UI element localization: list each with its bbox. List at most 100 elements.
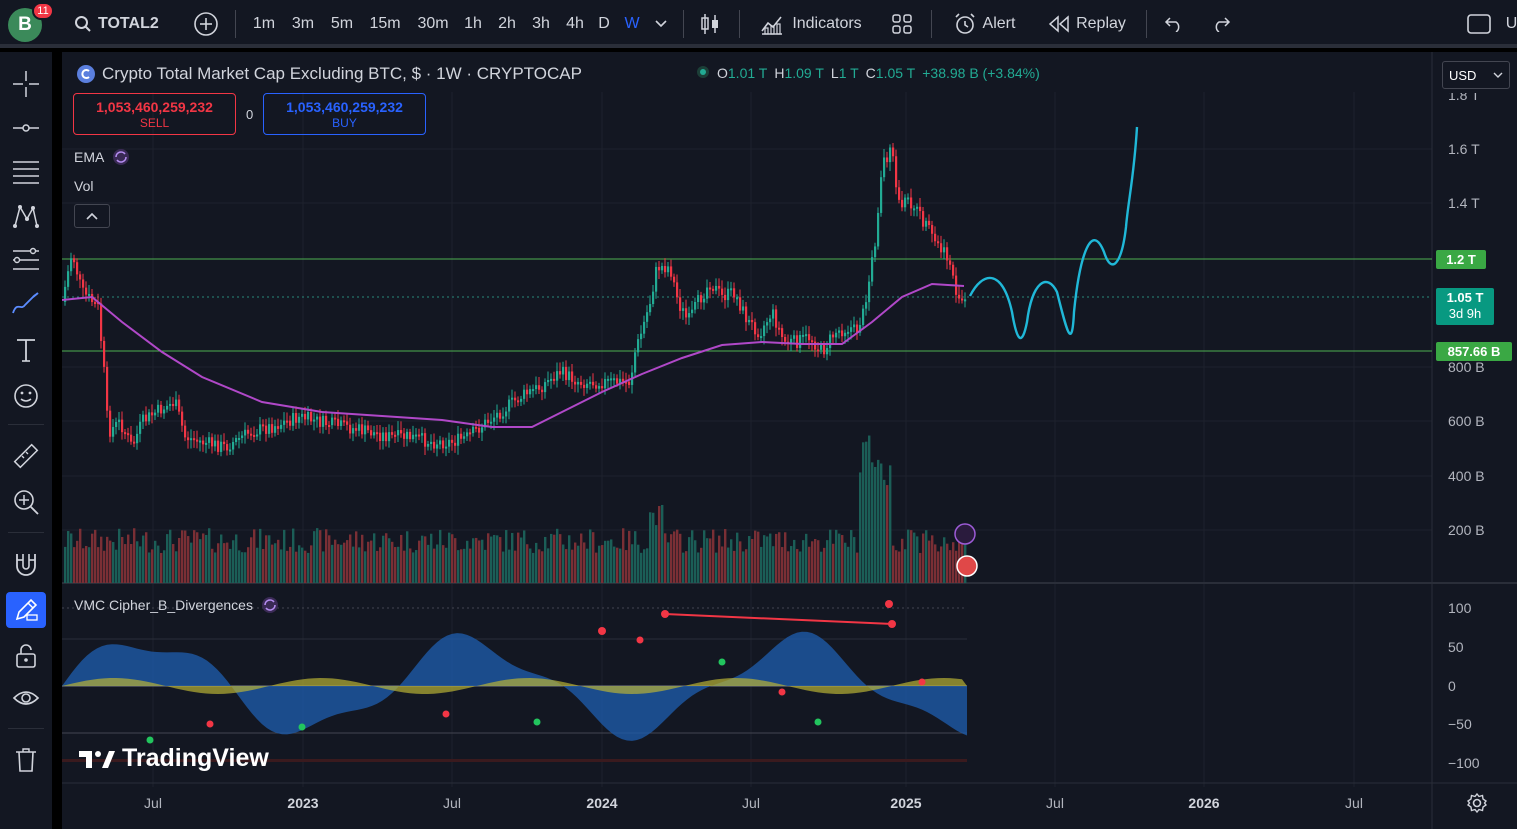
volume-bar [544,536,547,583]
notification-badge: 11 [32,2,54,20]
unpublish-cut-label[interactable]: U [1506,15,1517,32]
candle-body [727,288,730,301]
candle-body [259,424,262,435]
ema-indicator-legend[interactable]: EMA [74,148,130,166]
candle-body [937,241,940,244]
volume-bar [373,533,376,583]
candle-body [94,302,97,305]
currency-select[interactable]: USD [1442,61,1510,89]
candle-body [799,334,802,348]
fib-lines-icon [13,161,39,184]
visibility-tool[interactable] [6,680,46,716]
volume-bar [91,533,94,583]
timeframe-D[interactable]: D [598,15,610,32]
timeframe-15m[interactable]: 15m [369,15,401,32]
timeframe-W[interactable]: W [624,15,640,32]
candle-body [670,266,673,277]
candle-body [550,378,553,381]
bearish-divergence-line [664,613,893,625]
chart-legend-title[interactable]: Crypto Total Market Cap Excluding BTC, $… [76,64,582,84]
volume-indicator-legend[interactable]: Vol [74,178,94,194]
undo-button[interactable] [1160,8,1188,40]
volume-bar [451,534,454,583]
timeframe-5m[interactable]: 5m [330,15,354,32]
volume-bar [805,533,808,583]
timeframe-4h[interactable]: 4h [566,15,584,32]
trendline-tool[interactable] [6,110,46,146]
emoji-tool[interactable] [6,378,46,414]
volume-bar [703,530,706,583]
timeframe-30m[interactable]: 30m [417,15,449,32]
compare-symbol-button[interactable] [192,8,220,40]
tradingview-logo[interactable]: TradingView [78,744,269,773]
volume-bar [613,546,616,583]
volume-bar [439,529,442,583]
candle-body [667,266,670,273]
redo-button[interactable] [1207,8,1235,40]
candle-body [673,276,676,283]
candle-body [67,271,70,287]
time-axis-label: Jul [742,795,760,811]
volume-bar [142,535,145,583]
brush-tool[interactable] [6,286,46,322]
candle-body [481,427,484,433]
candle-body [325,415,328,426]
volume-bar [796,549,799,583]
fib-tool[interactable] [6,154,46,190]
volume-bar [76,540,79,583]
timeframe-2h[interactable]: 2h [498,15,516,32]
candle-body [562,366,565,375]
volume-bar [802,540,805,583]
text-tool[interactable] [6,332,46,368]
delete-tool[interactable] [6,742,46,778]
candle-body [853,324,856,328]
timeframe-3h[interactable]: 3h [532,15,550,32]
timeframe-1h[interactable]: 1h [464,15,482,32]
candle-body [313,419,316,422]
sell-button[interactable]: 1,053,460,259,232 SELL [73,93,236,135]
candle-body [403,433,406,439]
layouts-button[interactable] [888,8,916,40]
osc-axis-label: −50 [1448,716,1472,732]
timeframe-3m[interactable]: 3m [291,15,315,32]
chart-type-button[interactable] [696,8,724,40]
volume-bar [514,550,517,583]
buy-button[interactable]: 1,053,460,259,232 BUY [263,93,426,135]
volume-bar [466,540,469,583]
candle-body [217,440,220,452]
forecast-tool[interactable] [6,242,46,278]
chart-settings-button[interactable] [1466,792,1488,819]
chart-pane[interactable]: Crypto Total Market Cap Excluding BTC, $… [62,52,1517,829]
volume-bar [658,506,661,583]
volume-bar [115,549,118,583]
alert-button[interactable]: Alert [946,8,1022,40]
pattern-tool[interactable] [6,198,46,234]
replay-button[interactable]: Replay [1044,8,1130,40]
timeframe-menu-button[interactable] [652,8,670,40]
candle-body [328,425,331,428]
lock-tool[interactable] [6,638,46,674]
zoom-tool[interactable] [6,484,46,520]
fullscreen-button[interactable] [1466,8,1492,40]
candle-body [748,319,751,323]
symbol-search-button[interactable]: TOTAL2 [68,8,165,40]
volume-bar [184,530,187,583]
indicators-button[interactable]: Indicators [755,8,867,40]
timeframe-1m[interactable]: 1m [252,15,276,32]
candle-body [874,246,877,258]
volume-bar [124,544,127,583]
magnet-tool[interactable] [6,546,46,582]
volume-bar [334,539,337,583]
chart-canvas[interactable] [62,52,1517,829]
volume-bar [787,551,790,583]
drawing-mode-tool[interactable] [6,592,46,628]
volume-bar [811,541,814,583]
gear-icon [1466,792,1488,814]
volume-bar [631,544,634,583]
candle-body [556,371,559,381]
vmc-indicator-legend[interactable]: VMC Cipher_B_Divergences [74,596,279,614]
crosshair-tool[interactable] [6,66,46,102]
collapse-legend-button[interactable] [74,204,110,228]
volume-bar [67,531,70,583]
measure-tool[interactable] [6,438,46,474]
